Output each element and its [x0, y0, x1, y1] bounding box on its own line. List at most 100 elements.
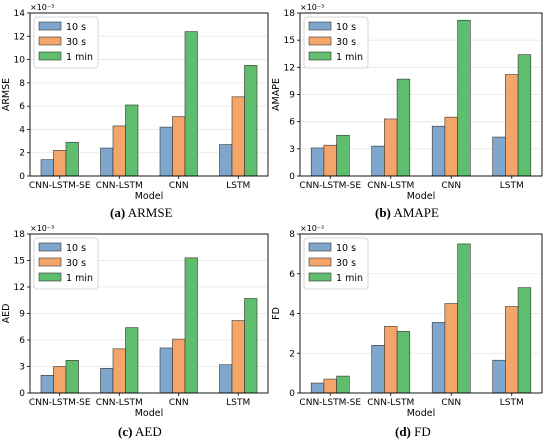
bar-cnn-lstm-se-30s: [53, 366, 67, 394]
bar-cnn-lstm-10s: [100, 367, 114, 394]
y-axis-label: AED: [1, 304, 12, 324]
legend-swatch: [38, 257, 62, 267]
y-tick-label: 15: [284, 36, 295, 46]
x-tick-label: CNN-LSTM: [367, 181, 414, 191]
chart-panel-b: 0 3 6 9 12 15 18 CNN-LSTM-SE CNN-LSTM CNN LSTM Mode…: [271, 3, 543, 202]
legend-label: 30 s: [336, 258, 356, 269]
bar-cnn-lstm-30s: [112, 125, 126, 177]
bar-cnn-lstm-10s: [100, 147, 114, 177]
legend-label: 30 s: [336, 37, 356, 48]
caption-d-text: FD: [414, 424, 431, 439]
bar-cnn-10s: [431, 322, 446, 394]
bar-cnn-lstm-se-30s: [53, 150, 67, 177]
legend-swatch: [308, 51, 332, 61]
bar-cnn-lstm-se-10s: [40, 159, 54, 177]
x-tick-label: CNN-LSTM-SE: [299, 181, 361, 191]
legend-swatch: [308, 21, 332, 31]
bar-lstm-1min: [517, 287, 532, 394]
bar-lstm-10s: [219, 364, 233, 394]
y-tick-label: 4: [289, 310, 295, 320]
bar-cnn-lstm-1min: [125, 104, 139, 177]
bar-cnn-lstm-se-10s: [40, 375, 54, 394]
axis-scale-label: ×10⁻³: [30, 3, 54, 12]
bar-cnn-lstm-1min: [396, 78, 411, 177]
bar-cnn-30s: [172, 338, 186, 394]
y-tick-label: 9: [289, 91, 295, 101]
x-tick-label: LSTM: [226, 181, 250, 191]
bar-cnn-10s: [159, 126, 173, 177]
bar-cnn-lstm-se-10s: [310, 147, 325, 177]
legend-label: 10 s: [336, 243, 356, 254]
caption-c: (c) AED: [118, 424, 162, 440]
bar-lstm-30s: [231, 320, 245, 394]
caption-b-label: (b): [375, 205, 391, 220]
bar-cnn-lstm-se-1min: [65, 360, 79, 394]
bar-cnn-lstm-30s: [384, 326, 398, 394]
bar-cnn-lstm-se-1min: [336, 375, 350, 394]
bar-cnn-lstm-1min: [125, 327, 139, 394]
bar-lstm-10s: [219, 144, 233, 177]
axis-scale-label: ×10⁻³: [30, 224, 54, 233]
x-tick-label: LSTM: [226, 398, 250, 408]
legend-swatch: [308, 242, 332, 252]
y-tick-label: 6: [289, 118, 295, 128]
x-tick-label: CNN-LSTM: [96, 398, 143, 408]
caption-a: (a) ARMSE: [110, 205, 173, 221]
bar-cnn-lstm-1min: [396, 331, 411, 394]
bar-cnn-10s: [159, 347, 173, 394]
caption-a-text: ARMSE: [127, 205, 173, 220]
chart-panel-c: 0 3 6 9 12 15 18 CNN-LSTM-SE CNN-LSTM CNN LSTM Mode…: [1, 224, 269, 419]
y-tick-label: 12: [14, 32, 25, 42]
bar-cnn-lstm-30s: [384, 118, 398, 177]
legend-label: 10 s: [66, 22, 86, 33]
caption-d-label: (d): [395, 424, 411, 439]
plot-frame: [299, 233, 543, 394]
y-axis-label: FD: [271, 307, 282, 320]
x-tick-label: CNN-LSTM-SE: [299, 398, 361, 408]
legend-label: 10 s: [336, 22, 356, 33]
bar-lstm-10s: [492, 359, 506, 394]
bar-cnn-10s: [431, 125, 446, 177]
y-tick-label: 0: [19, 389, 25, 399]
bar-cnn-lstm-se-30s: [323, 378, 337, 394]
y-tick-label: 4: [19, 125, 25, 135]
plot-frame: [29, 233, 269, 394]
caption-b: (b) AMAPE: [375, 205, 439, 221]
bar-cnn-30s: [444, 116, 458, 177]
y-tick-label: 2: [19, 149, 25, 159]
plot-frame: [299, 12, 543, 177]
bar-cnn-30s: [172, 116, 186, 177]
y-tick-label: 18: [14, 230, 26, 240]
legend-swatch: [308, 257, 332, 267]
legend-swatch: [38, 21, 62, 31]
axis-scale-label: ×10⁻²: [300, 224, 324, 233]
x-tick-label: CNN-LSTM-SE: [29, 181, 91, 191]
bar-cnn-lstm-10s: [371, 145, 385, 177]
y-tick-label: 14: [14, 9, 26, 19]
bar-cnn-1min: [184, 257, 198, 394]
y-axis-label: AMAPE: [271, 78, 282, 111]
y-tick-label: 8: [289, 230, 295, 240]
y-tick-label: 6: [289, 270, 295, 280]
y-tick-label: 9: [19, 310, 25, 320]
axis-scale-label: ×10⁻³: [300, 3, 324, 12]
bar-cnn-1min: [184, 31, 198, 177]
bar-cnn-lstm-se-30s: [323, 144, 337, 177]
x-tick-label: CNN-LSTM-SE: [29, 398, 91, 408]
bar-lstm-30s: [505, 74, 519, 177]
y-tick-label: 12: [14, 283, 25, 293]
caption-c-text: AED: [134, 424, 162, 439]
y-tick-label: 18: [284, 9, 296, 19]
bar-lstm-1min: [244, 65, 258, 177]
bar-cnn-30s: [444, 303, 458, 394]
legend-swatch: [38, 242, 62, 252]
x-tick-label: LSTM: [500, 398, 524, 408]
chart-panel-d: 0 2 4 6 8 CNN-LSTM-SE CNN-LSTM CNN LSTM Model FD ×1…: [271, 224, 543, 419]
legend-label: 1 min: [66, 273, 93, 284]
bar-lstm-1min: [517, 54, 532, 177]
x-tick-label: CNN: [441, 181, 461, 191]
x-tick-label: CNN: [169, 398, 189, 408]
legend-label: 30 s: [66, 37, 86, 48]
y-tick-label: 6: [19, 336, 25, 346]
